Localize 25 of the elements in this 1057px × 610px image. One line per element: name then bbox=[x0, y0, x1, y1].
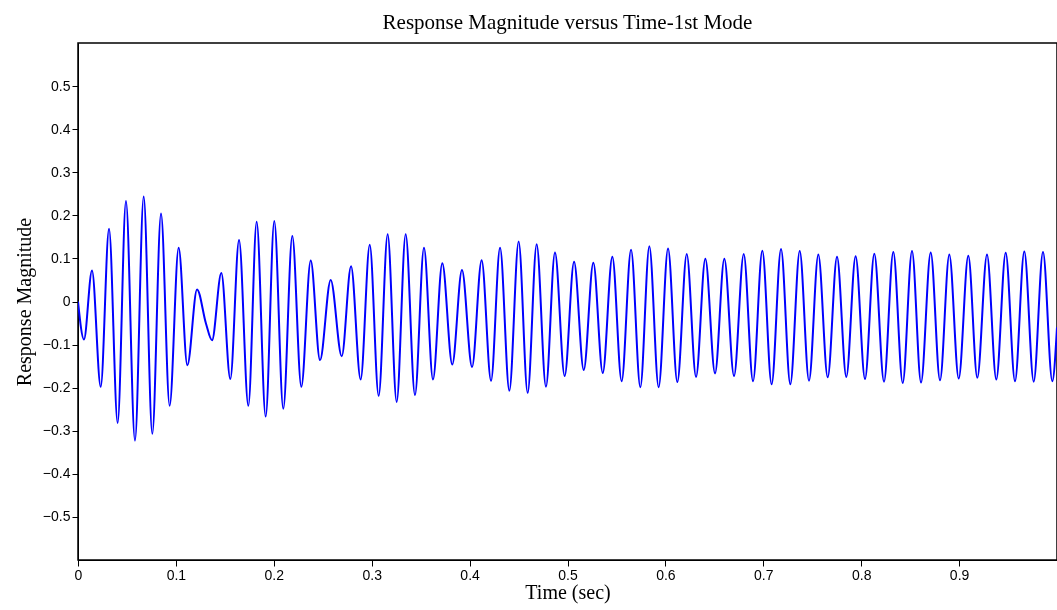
x-tick-label: 0.5 bbox=[558, 566, 578, 583]
y-tick-label: −0.4 bbox=[42, 465, 71, 482]
y-tick-label: −0.3 bbox=[42, 422, 71, 439]
y-tick-label: 0.1 bbox=[51, 249, 71, 266]
y-tick-label: −0.2 bbox=[42, 379, 71, 396]
y-tick-label: 0.2 bbox=[51, 206, 71, 223]
y-axis-title: Response Magnitude bbox=[12, 217, 36, 387]
x-tick-label: 0.3 bbox=[362, 566, 383, 583]
y-tick-label: −0.1 bbox=[42, 336, 71, 353]
x-tick-label: 0.9 bbox=[949, 566, 970, 583]
x-tick-label: 0.6 bbox=[656, 566, 676, 583]
chart-title: Response Magnitude versus Time-1st Mode bbox=[382, 10, 753, 34]
x-tick-label: 0.8 bbox=[851, 566, 872, 583]
x-tick-label: 0.2 bbox=[264, 566, 285, 583]
y-tick-label: 0 bbox=[62, 293, 71, 309]
y-tick-label: −0.5 bbox=[42, 508, 71, 525]
x-axis-title: Time (sec) bbox=[525, 580, 611, 604]
x-tick-label: 0.4 bbox=[460, 566, 481, 583]
y-tick-label: 0.3 bbox=[51, 163, 71, 180]
x-tick-label: 0 bbox=[74, 566, 83, 583]
y-tick-label: 0.5 bbox=[51, 77, 71, 94]
line-series bbox=[78, 195, 1057, 442]
y-tick-label: 0.4 bbox=[51, 120, 71, 137]
x-tick-label: 0.7 bbox=[754, 566, 774, 583]
x-tick-label: 0.1 bbox=[166, 566, 187, 583]
